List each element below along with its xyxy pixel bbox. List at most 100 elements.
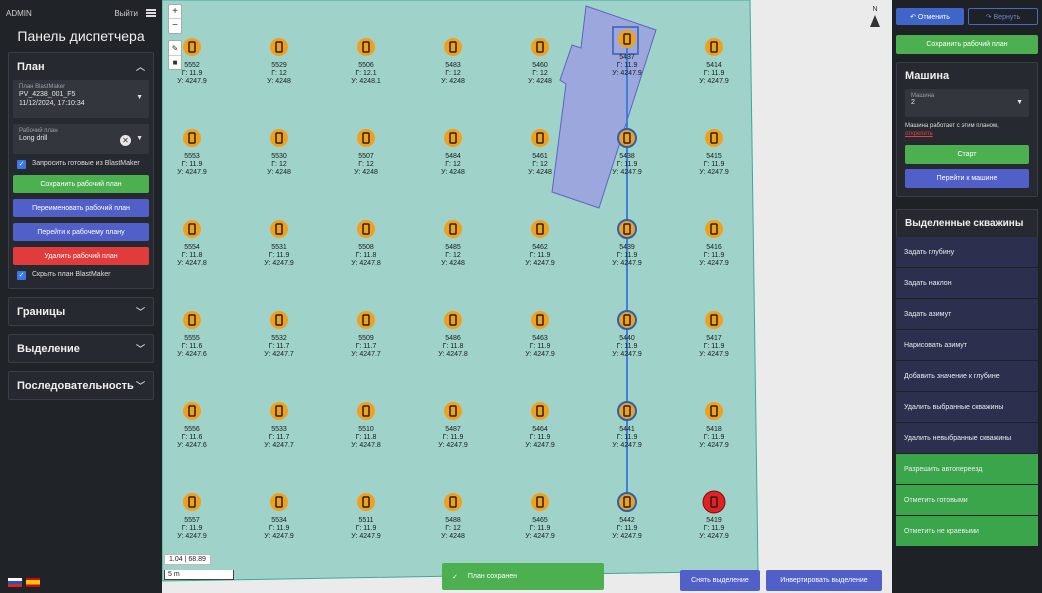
- hole-marker[interactable]: [705, 311, 723, 329]
- hole-marker[interactable]: [617, 310, 637, 330]
- hole-marker[interactable]: [531, 311, 549, 329]
- plan-section-header[interactable]: План ︿: [9, 53, 153, 80]
- ruler-icon[interactable]: ✎: [169, 41, 181, 56]
- zoom-in-button[interactable]: +: [169, 5, 181, 19]
- flag-es-icon[interactable]: [26, 578, 40, 587]
- hole-marker[interactable]: [270, 311, 288, 329]
- hole-marker[interactable]: [270, 493, 288, 511]
- action-mark-not-edge[interactable]: Отметить не краевыми: [896, 516, 1038, 547]
- action-mark-ready[interactable]: Отметить готовыми: [896, 485, 1038, 516]
- hole-marker[interactable]: [183, 311, 201, 329]
- invert-selection-button[interactable]: Инвертировать выделение: [766, 570, 882, 591]
- clear-icon[interactable]: ✕: [120, 135, 131, 146]
- selected-hole-marker[interactable]: [612, 26, 639, 55]
- hole-marker[interactable]: [444, 311, 462, 329]
- hole-marker[interactable]: [444, 402, 462, 420]
- hole-marker[interactable]: [270, 402, 288, 420]
- goto-machine-button[interactable]: Перейти к машине: [905, 169, 1029, 188]
- logout-button[interactable]: Выйти: [114, 8, 138, 18]
- save-plan-button[interactable]: Сохранить рабочий план: [13, 175, 149, 193]
- hole-marker[interactable]: [705, 129, 723, 147]
- detach-link[interactable]: открепить: [905, 131, 933, 137]
- undo-button[interactable]: ↶ Отменить: [896, 8, 964, 25]
- hole-marker[interactable]: [270, 220, 288, 238]
- hole-marker[interactable]: [183, 129, 201, 147]
- hole-marker[interactable]: [617, 128, 637, 148]
- hole-marker[interactable]: [531, 402, 549, 420]
- hole-marker[interactable]: [531, 493, 549, 511]
- request-ready-checkbox[interactable]: ✓ Запросить готовые из BlastMaker: [17, 160, 145, 169]
- map-view[interactable]: 5552 Г: 11.9 У: 4247.9 5529 Г: 12 У: 4248 5506…: [162, 0, 892, 593]
- boundaries-section[interactable]: Границы ﹀: [8, 297, 154, 326]
- action-allow-autotravel[interactable]: Разрешить автопереезд: [896, 454, 1038, 485]
- hole-marker[interactable]: [617, 401, 637, 421]
- hole-marker[interactable]: [531, 220, 549, 238]
- hole-marker[interactable]: [357, 402, 375, 420]
- selection-section[interactable]: Выделение ﹀: [8, 334, 154, 363]
- workplan-select[interactable]: Рабочий план Long drill ✕ ▼: [13, 124, 149, 154]
- hole-marker[interactable]: [705, 220, 723, 238]
- action-delete-selected[interactable]: Удалить выбранные скважины: [896, 392, 1038, 423]
- hole-marker[interactable]: [270, 129, 288, 147]
- hole-marker[interactable]: [270, 38, 288, 56]
- menu-icon[interactable]: [146, 9, 156, 17]
- hole-marker[interactable]: [444, 38, 462, 56]
- square-icon[interactable]: ■: [172, 58, 178, 67]
- hole-marker[interactable]: [444, 129, 462, 147]
- hole-marker[interactable]: [183, 493, 201, 511]
- hole-marker[interactable]: [705, 402, 723, 420]
- hole-marker[interactable]: [357, 493, 375, 511]
- machine-select[interactable]: Машина 2 ▼: [905, 89, 1029, 117]
- start-button[interactable]: Старт: [905, 145, 1029, 164]
- hole-marker[interactable]: [444, 493, 462, 511]
- action-delete-unselected[interactable]: Удалить невыбранные скважины: [896, 423, 1038, 454]
- hole-marker[interactable]: [531, 38, 549, 56]
- hole-marker[interactable]: [183, 38, 201, 56]
- action-set-depth[interactable]: Задать глубину: [896, 237, 1038, 268]
- save-plan-button[interactable]: Сохранить рабочий план: [896, 35, 1038, 54]
- hole-marker[interactable]: [444, 220, 462, 238]
- action-set-azimuth[interactable]: Задать азимут: [896, 299, 1038, 330]
- hole-marker[interactable]: [617, 492, 637, 512]
- flag-ru-icon[interactable]: [8, 578, 22, 587]
- zoom-out-button[interactable]: −: [172, 20, 178, 31]
- sequence-section[interactable]: Последовательность ﹀: [8, 371, 154, 400]
- hole-marker[interactable]: [183, 220, 201, 238]
- hole-marker[interactable]: [357, 220, 375, 238]
- delete-plan-button[interactable]: Удалить рабочий план: [13, 247, 149, 265]
- hole-marker[interactable]: [357, 311, 375, 329]
- hole-marker[interactable]: [617, 219, 637, 239]
- hide-plan-checkbox[interactable]: ✓ Скрыть план BlastMaker: [17, 271, 145, 280]
